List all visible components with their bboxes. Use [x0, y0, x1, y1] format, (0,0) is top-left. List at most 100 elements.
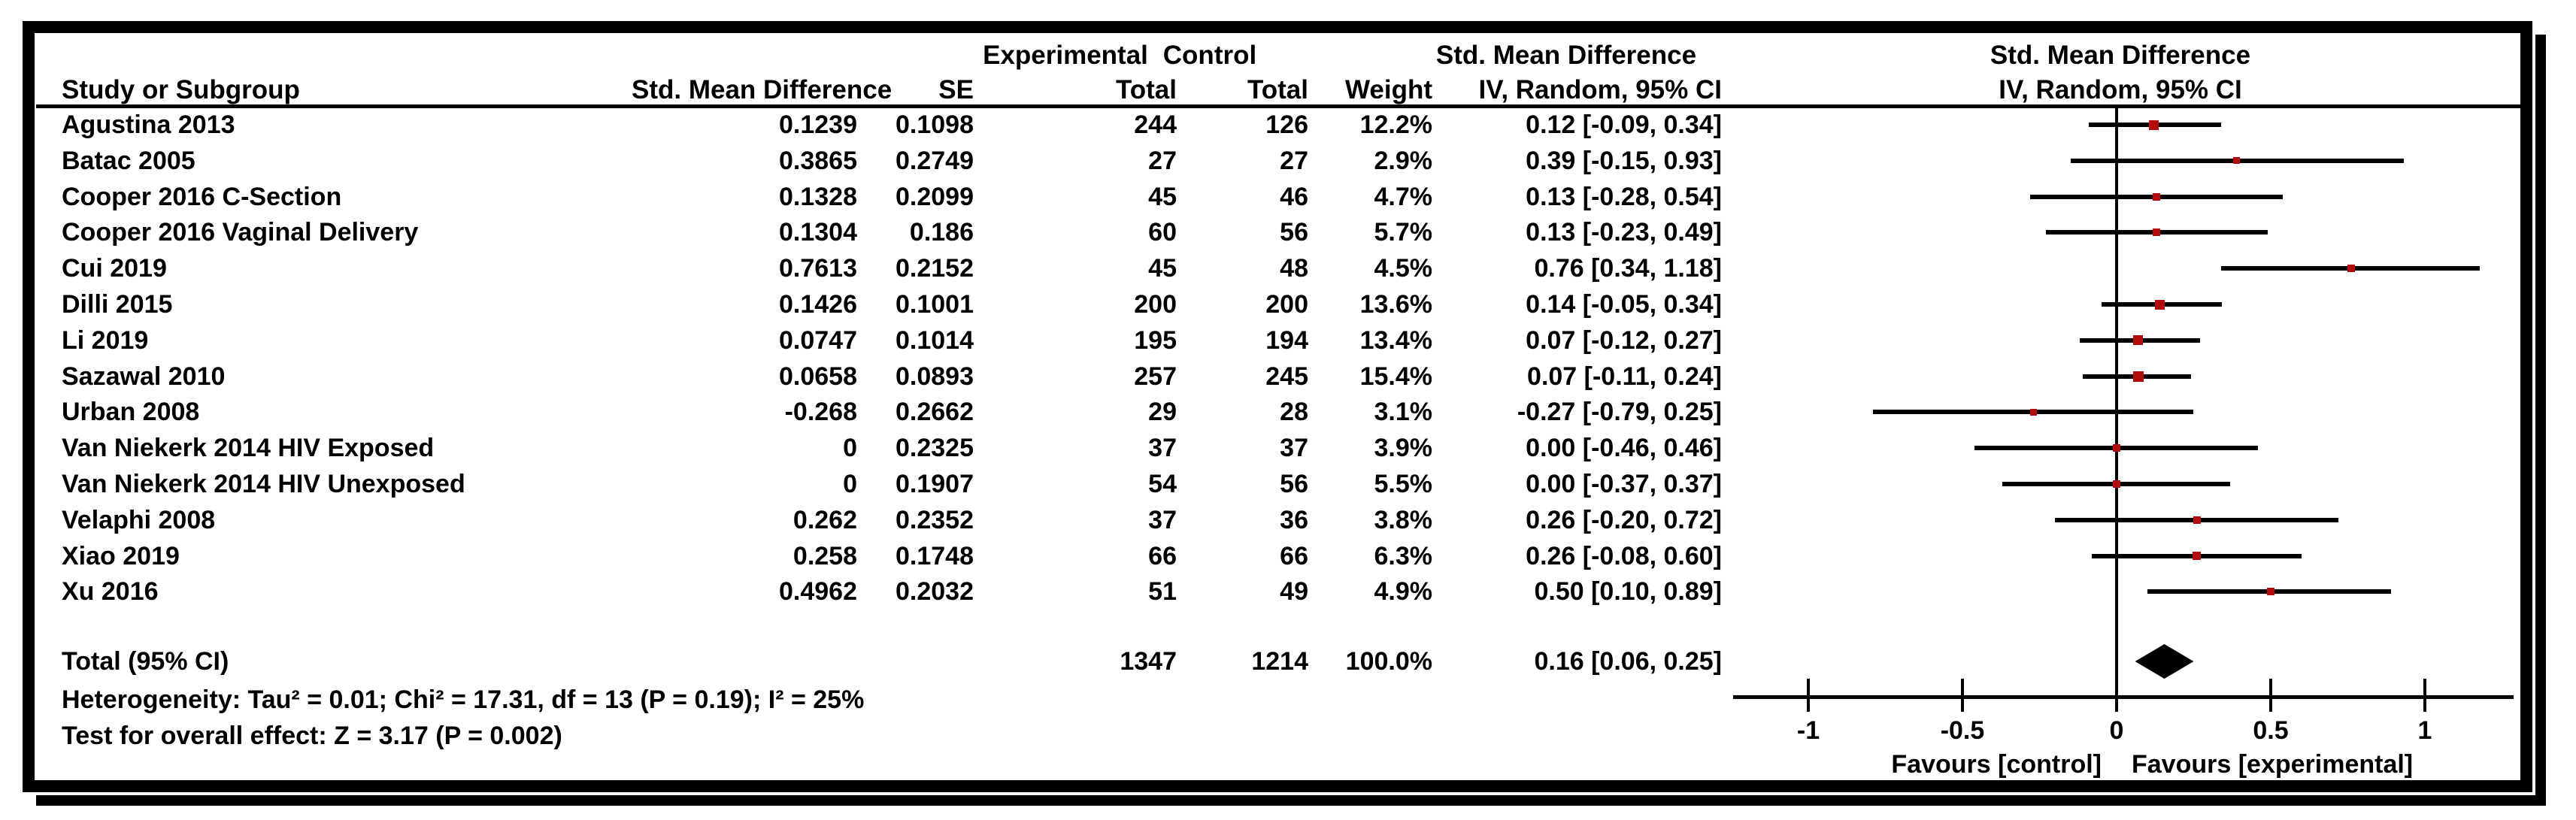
study-control-total: 66 — [1280, 542, 1308, 570]
total-weight: 100.0% — [1345, 647, 1432, 676]
total-diamond — [2135, 644, 2194, 679]
study-experimental-total: 29 — [1148, 398, 1177, 426]
x-axis-tick — [2423, 679, 2426, 712]
study-ci-text: 0.39 [-0.15, 0.93] — [1526, 147, 1722, 175]
header-control: Control — [1162, 41, 1257, 70]
study-control-total: 56 — [1280, 218, 1308, 247]
study-ci-text: -0.27 [-0.79, 0.25] — [1517, 398, 1722, 426]
study-smd: 0.7613 — [779, 254, 857, 283]
header-underline — [36, 104, 2520, 108]
study-ci-text: 0.00 [-0.37, 0.37] — [1526, 470, 1722, 498]
study-name: Van Niekerk 2014 HIV Exposed — [62, 434, 435, 462]
study-ci-text: 0.50 [0.10, 0.89] — [1534, 577, 1722, 606]
study-control-total: 27 — [1280, 147, 1308, 175]
study-ci-text: 0.12 [-0.09, 0.34] — [1526, 110, 1722, 139]
point-estimate-marker — [2113, 480, 2120, 488]
study-control-total: 200 — [1265, 290, 1308, 319]
study-experimental-total: 51 — [1148, 577, 1177, 606]
zero-line — [2115, 108, 2118, 697]
study-weight: 12.2% — [1359, 110, 1432, 139]
x-axis-line — [1733, 695, 2514, 699]
point-estimate-marker — [2133, 335, 2143, 345]
study-experimental-total: 54 — [1148, 470, 1177, 498]
study-weight: 4.9% — [1374, 577, 1433, 606]
study-weight: 13.4% — [1359, 326, 1432, 355]
point-estimate-marker — [2347, 265, 2355, 272]
heterogeneity-stats: Heterogeneity: Tau² = 0.01; Chi² = 17.31… — [62, 685, 865, 714]
study-weight: 13.6% — [1359, 290, 1432, 319]
study-experimental-total: 45 — [1148, 254, 1177, 283]
study-se: 0.1907 — [896, 470, 974, 498]
study-name: Li 2019 — [62, 326, 149, 355]
study-smd: 0.3865 — [779, 147, 857, 175]
study-experimental-total: 66 — [1148, 542, 1177, 570]
study-smd: -0.268 — [784, 398, 857, 426]
study-weight: 2.9% — [1374, 147, 1433, 175]
study-control-total: 126 — [1265, 110, 1308, 139]
study-weight: 5.5% — [1374, 470, 1433, 498]
total-experimental-n: 1347 — [1120, 647, 1177, 676]
study-ci-text: 0.76 [0.34, 1.18] — [1534, 254, 1722, 283]
x-axis-tick-label: 1 — [2417, 716, 2432, 745]
study-control-total: 36 — [1280, 506, 1308, 534]
study-name: Batac 2005 — [62, 147, 195, 175]
study-se: 0.1001 — [896, 290, 974, 319]
study-name: Urban 2008 — [62, 398, 200, 426]
header-control-total: Total — [1247, 75, 1308, 104]
x-axis-tick-label: 0 — [2109, 716, 2124, 745]
study-ci-text: 0.26 [-0.20, 0.72] — [1526, 506, 1722, 534]
study-smd: 0.4962 — [779, 577, 857, 606]
study-ci-text: 0.14 [-0.05, 0.34] — [1526, 290, 1722, 319]
study-experimental-total: 37 — [1148, 506, 1177, 534]
study-smd: 0.1304 — [779, 218, 857, 247]
point-estimate-marker — [2030, 409, 2037, 416]
x-axis-tick-label: 0.5 — [2253, 716, 2289, 745]
study-name: Dilli 2015 — [62, 290, 173, 319]
study-ci-text: 0.13 [-0.23, 0.49] — [1526, 218, 1722, 247]
header-iv-random-ci-plot: IV, Random, 95% CI — [1999, 75, 2242, 104]
point-estimate-marker — [2153, 228, 2160, 236]
study-se: 0.2325 — [896, 434, 974, 462]
study-smd: 0 — [843, 470, 857, 498]
study-weight: 3.8% — [1374, 506, 1433, 534]
header-iv-random-ci: IV, Random, 95% CI — [1478, 75, 1722, 104]
study-ci-text: 0.00 [-0.46, 0.46] — [1526, 434, 1722, 462]
study-control-total: 48 — [1280, 254, 1308, 283]
study-control-total: 245 — [1265, 362, 1308, 391]
study-weight: 6.3% — [1374, 542, 1433, 570]
study-ci-text: 0.13 [-0.28, 0.54] — [1526, 183, 1722, 211]
study-experimental-total: 195 — [1134, 326, 1177, 355]
header-smd-value: Std. Mean Difference — [632, 75, 893, 104]
x-axis-tick — [2115, 679, 2118, 712]
study-name: Cooper 2016 C-Section — [62, 183, 342, 211]
x-axis-tick-label: -0.5 — [1940, 716, 1985, 745]
study-weight: 15.4% — [1359, 362, 1432, 391]
study-se: 0.2352 — [896, 506, 974, 534]
header-experimental-total: Total — [1115, 75, 1177, 104]
study-ci-text: 0.26 [-0.08, 0.60] — [1526, 542, 1722, 570]
study-experimental-total: 45 — [1148, 183, 1177, 211]
x-axis-tick — [1807, 679, 1810, 712]
study-name: Velaphi 2008 — [62, 506, 216, 534]
header-experimental: Experimental — [983, 41, 1148, 70]
study-experimental-total: 37 — [1148, 434, 1177, 462]
study-experimental-total: 27 — [1148, 147, 1177, 175]
study-smd: 0.1328 — [779, 183, 857, 211]
study-name: Agustina 2013 — [62, 110, 235, 139]
study-control-total: 46 — [1280, 183, 1308, 211]
study-control-total: 28 — [1280, 398, 1308, 426]
study-name: Van Niekerk 2014 HIV Unexposed — [62, 470, 465, 498]
x-axis-tick — [1961, 679, 1964, 712]
study-se: 0.1098 — [896, 110, 974, 139]
study-smd: 0.0747 — [779, 326, 857, 355]
study-experimental-total: 60 — [1148, 218, 1177, 247]
figure-frame-shadow — [36, 35, 2546, 806]
header-smd-plot: Std. Mean Difference — [1990, 41, 2251, 70]
point-estimate-marker — [2133, 371, 2144, 382]
figure-frame — [23, 21, 2532, 792]
study-control-total: 194 — [1265, 326, 1308, 355]
study-se: 0.186 — [909, 218, 974, 247]
study-weight: 4.5% — [1374, 254, 1433, 283]
point-estimate-marker — [2149, 120, 2159, 130]
